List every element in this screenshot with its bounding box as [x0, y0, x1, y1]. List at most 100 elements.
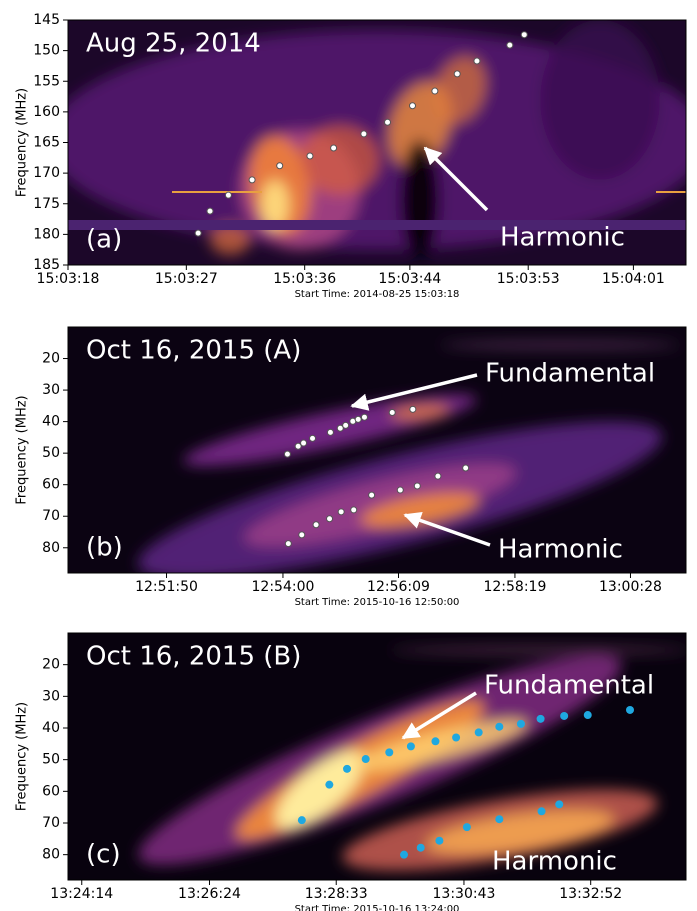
- annotation: Harmonic: [500, 223, 625, 253]
- y-axis-label: Frequency (MHz): [15, 88, 30, 197]
- y-tick-label: 80: [42, 540, 60, 556]
- data-point: [301, 440, 307, 446]
- data-point: [560, 712, 568, 720]
- data-point: [313, 522, 319, 528]
- data-point: [410, 103, 416, 109]
- data-point: [475, 728, 483, 736]
- x-axis-label: Start Time: 2014-08-25 15:03:18: [295, 289, 460, 300]
- data-point: [538, 807, 546, 815]
- y-tick-label: 175: [33, 196, 60, 212]
- data-point: [417, 844, 425, 852]
- y-tick-label: 60: [42, 477, 60, 493]
- y-tick-label: 50: [42, 445, 60, 461]
- x-tick-label: 15:03:27: [155, 271, 218, 287]
- data-point: [343, 765, 351, 773]
- panel: 20 30 40 50 60 70 80 13:24:14 13:26:24 13:28:33 13…: [15, 624, 691, 911]
- x-tick-label: 13:26:24: [178, 886, 241, 902]
- panel: 20 30 40 50 60 70 80 12:51:50 12:54:00 12:56:09 12…: [15, 327, 687, 609]
- figure: 14515015516016517017518018515:03:1815:03…: [0, 0, 697, 911]
- y-tick-label: 30: [42, 688, 60, 704]
- data-point: [361, 414, 367, 420]
- data-point: [355, 416, 361, 422]
- x-tick-label: 12:54:00: [252, 579, 315, 595]
- y-tick-label: 180: [33, 226, 60, 242]
- data-point: [435, 837, 443, 845]
- x-tick-label: 15:03:18: [37, 271, 100, 287]
- data-point: [338, 509, 344, 515]
- emission: [390, 645, 690, 655]
- annotation: Harmonic: [498, 535, 623, 565]
- data-point: [298, 816, 306, 824]
- x-tick-label: 15:04:01: [602, 271, 665, 287]
- data-point: [495, 815, 503, 823]
- data-point: [397, 487, 403, 493]
- data-point: [385, 748, 393, 756]
- panel-title: Oct 16, 2015 (A): [86, 336, 301, 366]
- y-tick-label: 170: [33, 165, 60, 181]
- panel-title: Oct 16, 2015 (B): [86, 642, 301, 672]
- panel-label: (a): [86, 225, 122, 255]
- x-tick-label: 13:28:33: [305, 886, 368, 902]
- emission: [540, 20, 660, 180]
- x-axis-label: Start Time: 2015-10-16 13:24:00: [295, 904, 460, 911]
- x-tick-label: 13:24:14: [50, 886, 113, 902]
- data-point: [454, 71, 460, 77]
- data-point: [410, 406, 416, 412]
- x-tick-label: 15:03:44: [378, 271, 441, 287]
- y-tick-label: 165: [33, 135, 60, 151]
- data-point: [225, 192, 231, 198]
- emission: [440, 341, 680, 349]
- data-point: [310, 435, 316, 441]
- y-axis-label: Frequency (MHz): [15, 395, 30, 504]
- data-point: [327, 516, 333, 522]
- x-tick-label: 15:03:53: [497, 271, 560, 287]
- data-point: [331, 145, 337, 151]
- panel-title: Aug 25, 2014: [86, 29, 261, 59]
- data-point: [474, 58, 480, 64]
- data-point: [307, 153, 313, 159]
- data-point: [385, 119, 391, 125]
- data-point: [284, 451, 290, 457]
- x-tick-label: 12:51:50: [135, 579, 198, 595]
- data-point: [435, 473, 441, 479]
- data-point: [343, 422, 349, 428]
- y-tick-label: 60: [42, 783, 60, 799]
- panel-label: (b): [86, 533, 123, 563]
- y-tick-label: 20: [42, 351, 60, 367]
- x-tick-label: 13:30:43: [433, 886, 496, 902]
- y-tick-label: 50: [42, 752, 60, 768]
- y-tick-label: 40: [42, 414, 60, 430]
- data-point: [431, 737, 439, 745]
- data-point: [555, 800, 563, 808]
- data-point: [626, 706, 634, 714]
- y-tick-label: 20: [42, 657, 60, 673]
- annotation: Harmonic: [492, 847, 617, 877]
- y-tick-label: 80: [42, 847, 60, 863]
- data-point: [195, 230, 201, 236]
- data-point: [325, 781, 333, 789]
- annotation: Fundamental: [485, 359, 655, 389]
- data-point: [327, 429, 333, 435]
- x-tick-label: 12:56:09: [367, 579, 430, 595]
- x-axis-label: Start Time: 2015-10-16 12:50:00: [295, 597, 460, 608]
- data-point: [285, 541, 291, 547]
- y-tick-label: 70: [42, 508, 60, 524]
- data-point: [389, 409, 395, 415]
- x-tick-label: 12:58:19: [483, 579, 546, 595]
- data-point: [351, 507, 357, 513]
- data-point: [584, 711, 592, 719]
- y-tick-label: 30: [42, 382, 60, 398]
- y-tick-label: 145: [33, 12, 60, 28]
- data-point: [277, 163, 283, 169]
- y-tick-label: 70: [42, 815, 60, 831]
- data-point: [452, 734, 460, 742]
- annotation: Fundamental: [484, 671, 654, 701]
- emission: [300, 125, 380, 195]
- y-tick-label: 40: [42, 720, 60, 736]
- data-point: [249, 177, 255, 183]
- data-point: [495, 723, 503, 731]
- data-point: [299, 532, 305, 538]
- data-point: [463, 465, 469, 471]
- data-point: [521, 32, 527, 38]
